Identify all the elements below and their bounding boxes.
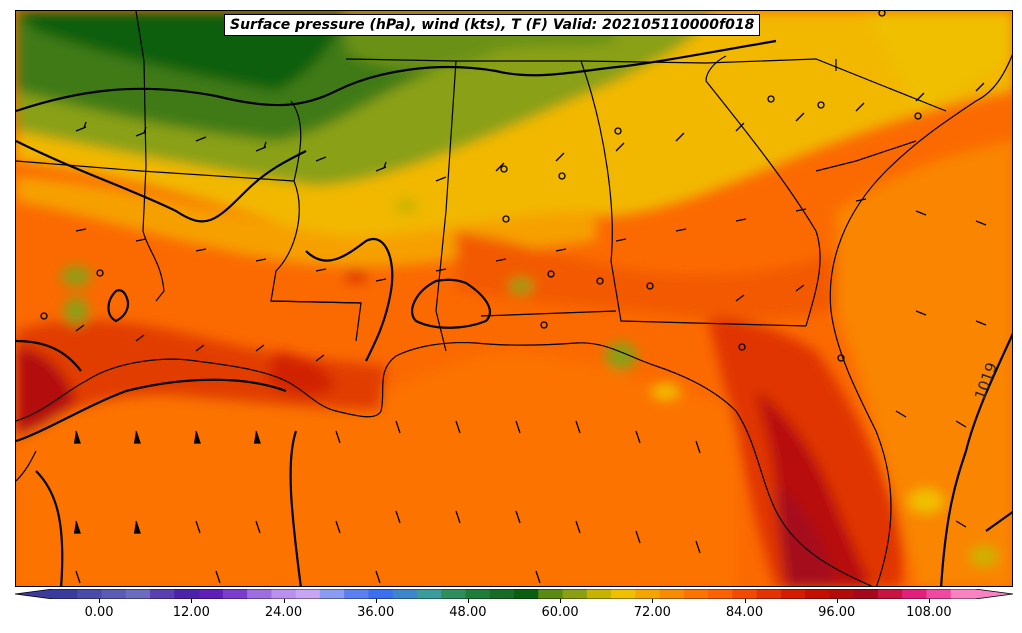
map-canvas — [16, 11, 1012, 586]
colorbar-swatch — [659, 589, 685, 599]
colorbar-min-extend — [15, 589, 53, 599]
colorbar-tick-label: 0.00 — [84, 605, 114, 620]
coastlines — [16, 54, 1012, 586]
colorbar-swatch — [950, 589, 976, 599]
colorbar-swatch — [635, 589, 661, 599]
colorbar-tick — [836, 599, 838, 603]
colorbar-tick — [191, 599, 193, 603]
state-borders — [16, 11, 947, 352]
colorbar-tick-label: 72.00 — [633, 605, 671, 620]
colorbar-tick-label: 36.00 — [357, 605, 395, 620]
colorbar-swatch — [611, 589, 636, 599]
colorbar-swatch — [514, 589, 539, 599]
colorbar-swatch — [174, 589, 200, 599]
calm-wind-circles — [40, 11, 922, 362]
map-title: Surface pressure (hPa), wind (kts), T (F… — [224, 14, 761, 36]
colorbar-max-extend — [975, 589, 1013, 599]
colorbar-tick — [560, 599, 562, 603]
colorbar-swatch — [780, 589, 806, 599]
isobars — [16, 39, 1012, 586]
colorbar-swatch — [222, 589, 248, 599]
colorbar-swatch — [295, 589, 321, 599]
colorbar-tick-label: 60.00 — [541, 605, 579, 620]
colorbar-tick — [652, 599, 654, 603]
colorbar-swatch — [344, 589, 369, 599]
colorbar-swatch — [805, 589, 830, 599]
colorbar-swatch — [392, 589, 418, 599]
colorbar-swatch — [683, 589, 709, 599]
colorbar-swatch — [732, 589, 758, 599]
colorbar-swatch — [198, 589, 224, 599]
colorbar-swatch — [416, 589, 442, 599]
colorbar-swatch — [489, 589, 515, 599]
colorbar-swatch — [465, 589, 491, 599]
colorbar-swatch — [368, 589, 394, 599]
colorbar-tick-label: 96.00 — [818, 605, 856, 620]
colorbar-swatch — [247, 589, 272, 599]
colorbar-swatch — [926, 589, 952, 599]
colorbar-swatch — [53, 589, 78, 599]
colorbar-swatch — [708, 589, 733, 599]
colorbar-swatch — [538, 589, 564, 599]
colorbar-tick-label: 12.00 — [172, 605, 210, 620]
colorbar-swatch — [319, 589, 345, 599]
colorbar-tick-label: 84.00 — [725, 605, 764, 620]
colorbar-swatch — [101, 589, 127, 599]
colorbar-tick — [928, 599, 930, 603]
colorbar-swatch — [271, 589, 297, 599]
colorbar-swatch — [125, 589, 151, 599]
colorbar — [15, 589, 1013, 599]
colorbar-swatch — [877, 589, 903, 599]
colorbar-tick — [744, 599, 746, 603]
colorbar-tick — [375, 599, 377, 603]
colorbar-swatch — [586, 589, 612, 599]
colorbar-swatch — [77, 589, 103, 599]
colorbar-swatch — [562, 589, 588, 599]
colorbar-swatch — [150, 589, 175, 599]
colorbar-tick — [99, 599, 101, 603]
colorbar-tick-label: 48.00 — [449, 605, 487, 620]
weather-map[interactable]: 1019 — [15, 10, 1013, 587]
colorbar-tick — [283, 599, 285, 603]
colorbar-swatch — [902, 589, 927, 599]
colorbar-tick-label: 108.00 — [906, 605, 952, 620]
colorbar-tick — [467, 599, 469, 603]
colorbar-swatch — [756, 589, 782, 599]
colorbar-swatch — [441, 589, 466, 599]
colorbar-swatch — [829, 589, 855, 599]
temperature-shading — [16, 11, 1012, 586]
colorbar-swatch — [853, 589, 879, 599]
wind-barbs — [74, 82, 987, 584]
colorbar-tick-label: 24.00 — [264, 605, 303, 620]
